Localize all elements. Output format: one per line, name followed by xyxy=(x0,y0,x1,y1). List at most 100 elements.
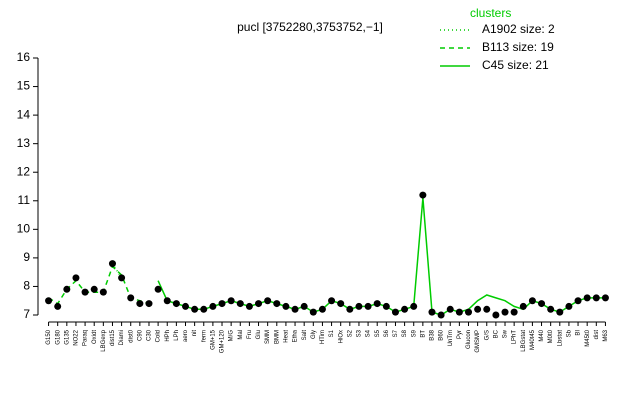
point xyxy=(154,285,162,293)
y-tick-label: 8 xyxy=(23,279,30,293)
x-tick-label: LBGstat xyxy=(521,330,527,352)
point xyxy=(182,302,189,310)
x-tick-label: Diami xyxy=(119,330,125,345)
point xyxy=(108,260,116,268)
x-tick-label: dist0 xyxy=(128,329,134,342)
point xyxy=(373,300,381,308)
point xyxy=(592,294,600,302)
point xyxy=(501,308,509,316)
x-tick-label: BMM xyxy=(274,330,280,344)
x-tick-label: Fru xyxy=(247,330,253,339)
point xyxy=(218,300,226,308)
x-tick-label: Oxidt xyxy=(92,330,98,344)
point xyxy=(391,308,399,316)
point xyxy=(574,297,582,305)
chart-title: pucl [3752280,3753752,−1] xyxy=(237,20,383,34)
x-tick-label: G150 xyxy=(46,329,52,344)
point xyxy=(54,302,62,310)
x-tick-label: C90 xyxy=(137,329,143,341)
y-tick-label: 13 xyxy=(17,136,31,150)
x-tick-label: M40t45 xyxy=(530,329,536,350)
point xyxy=(337,300,345,308)
point xyxy=(118,274,126,282)
point xyxy=(437,311,445,319)
point xyxy=(127,294,135,302)
x-tick-label: G180 xyxy=(55,329,61,344)
x-tick-label: Salt xyxy=(302,330,308,341)
x-tick-label: Mal xyxy=(238,330,244,340)
y-tick-label: 16 xyxy=(17,50,31,64)
x-tick-label: Lbstat xyxy=(557,330,563,347)
point xyxy=(601,294,609,302)
x-tick-label: LPhT xyxy=(512,330,518,345)
x-tick-label: Heat xyxy=(283,330,289,343)
point xyxy=(492,311,500,319)
x-tick-label: Sw xyxy=(503,329,509,338)
point xyxy=(510,308,518,316)
point xyxy=(318,305,326,313)
y-tick-label: 11 xyxy=(18,193,31,207)
point xyxy=(300,302,308,310)
point xyxy=(455,308,463,316)
x-tick-label: M40 xyxy=(539,329,545,341)
x-tick-label: UnTm xyxy=(448,330,454,346)
x-tick-label: GM+120 xyxy=(220,329,226,353)
point xyxy=(163,297,171,305)
point xyxy=(90,285,98,293)
y-tick-label: 14 xyxy=(17,107,31,121)
point xyxy=(428,308,436,316)
point xyxy=(63,285,71,293)
x-tick-label: nit xyxy=(192,330,198,337)
legend-title: clusters xyxy=(470,6,511,20)
x-tick-label: dist xyxy=(594,330,600,340)
point xyxy=(446,305,454,313)
cluster-line xyxy=(111,263,123,279)
cluster-line xyxy=(157,197,606,316)
x-tick-label: aero xyxy=(183,329,189,342)
point xyxy=(291,305,299,313)
x-tick-label: HiOx xyxy=(338,330,344,343)
point xyxy=(81,288,89,296)
x-tick-label: dist15 xyxy=(110,329,116,346)
x-tick-label: Etha xyxy=(293,329,299,342)
x-tick-label: HTim xyxy=(320,330,326,344)
point xyxy=(191,305,199,313)
point xyxy=(200,305,208,313)
x-tick-label: M/G xyxy=(229,330,235,342)
point xyxy=(528,297,536,305)
point xyxy=(72,274,80,282)
point xyxy=(264,297,272,305)
x-tick-label: HPh xyxy=(165,330,171,342)
point xyxy=(419,191,427,199)
point xyxy=(474,305,482,313)
x-tick-label: Cold xyxy=(156,330,162,342)
point xyxy=(172,300,180,308)
x-tick-label: G135 xyxy=(64,329,70,344)
x-tick-label: Gly xyxy=(311,330,317,339)
x-tick-label: M0t0 xyxy=(548,329,554,343)
x-tick-label: LBGexp xyxy=(101,329,107,351)
x-tick-label: BT xyxy=(420,330,426,338)
x-tick-label: B60 xyxy=(439,329,445,340)
legend-label: C45 size: 21 xyxy=(482,58,549,72)
x-tick-label: G/S xyxy=(484,330,490,340)
point xyxy=(483,305,491,313)
y-tick-label: 15 xyxy=(17,79,31,93)
x-tick-label: BI xyxy=(576,330,582,336)
x-tick-label: S6 xyxy=(384,329,390,337)
x-tick-label: Sb xyxy=(566,329,572,337)
x-tick-label: GMSMP xyxy=(475,330,481,353)
point xyxy=(556,308,564,316)
point xyxy=(236,300,244,308)
y-tick-label: 9 xyxy=(23,250,30,264)
point xyxy=(519,302,527,310)
legend-label: A1902 size: 2 xyxy=(482,22,555,36)
point xyxy=(245,302,253,310)
point xyxy=(355,302,363,310)
x-tick-label: S4 xyxy=(366,329,372,337)
x-tick-label: ferm xyxy=(201,330,207,342)
point xyxy=(465,308,472,316)
x-tick-label: S5 xyxy=(375,329,381,337)
x-tick-label: Pyr xyxy=(457,330,463,339)
x-tick-label: BC xyxy=(493,329,499,338)
